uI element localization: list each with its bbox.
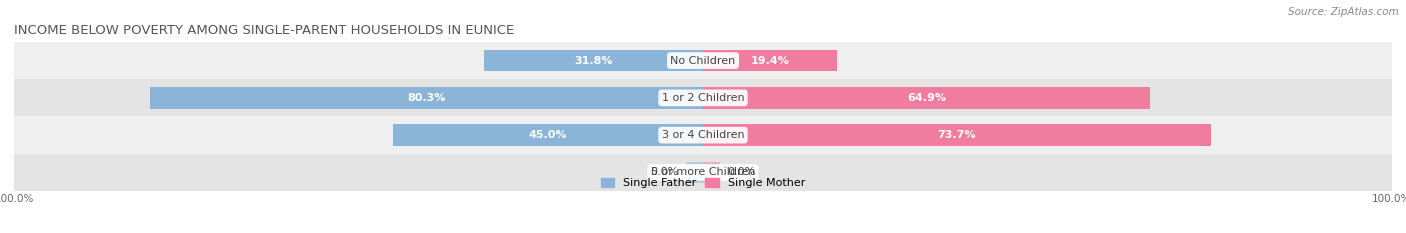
Bar: [703, 162, 720, 183]
Text: 19.4%: 19.4%: [751, 56, 789, 65]
Bar: [150, 87, 703, 109]
Text: 45.0%: 45.0%: [529, 130, 567, 140]
Bar: [703, 87, 1150, 109]
Bar: [14, 154, 1392, 191]
Text: No Children: No Children: [671, 56, 735, 65]
Bar: [686, 162, 703, 183]
Bar: [14, 116, 1392, 154]
Text: 80.3%: 80.3%: [408, 93, 446, 103]
Text: 1 or 2 Children: 1 or 2 Children: [662, 93, 744, 103]
Text: 64.9%: 64.9%: [907, 93, 946, 103]
Bar: [484, 50, 703, 71]
Bar: [14, 79, 1392, 116]
Text: 0.0%: 0.0%: [651, 168, 679, 177]
Bar: [703, 50, 837, 71]
Bar: [14, 42, 1392, 79]
Text: INCOME BELOW POVERTY AMONG SINGLE-PARENT HOUSEHOLDS IN EUNICE: INCOME BELOW POVERTY AMONG SINGLE-PARENT…: [14, 24, 515, 37]
Text: Source: ZipAtlas.com: Source: ZipAtlas.com: [1288, 7, 1399, 17]
Text: 5 or more Children: 5 or more Children: [651, 168, 755, 177]
Text: 31.8%: 31.8%: [574, 56, 613, 65]
Bar: [392, 124, 703, 146]
Legend: Single Father, Single Mother: Single Father, Single Mother: [600, 178, 806, 188]
Text: 3 or 4 Children: 3 or 4 Children: [662, 130, 744, 140]
Text: 73.7%: 73.7%: [938, 130, 976, 140]
Bar: [703, 124, 1211, 146]
Text: 0.0%: 0.0%: [727, 168, 755, 177]
